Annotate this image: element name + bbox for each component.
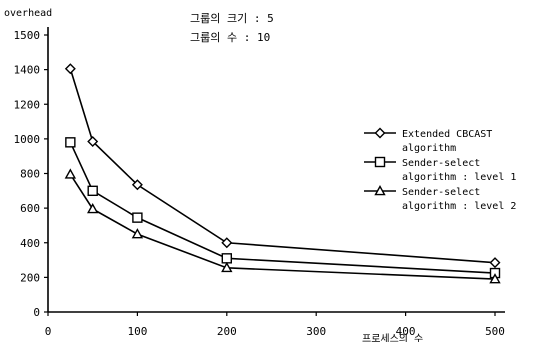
x-tick-label: 300 xyxy=(306,325,326,338)
x-tick-label: 0 xyxy=(45,325,52,338)
legend-label-1: algorithm xyxy=(402,143,456,154)
data-point-series-3 xyxy=(87,203,99,214)
x-tick-label: 200 xyxy=(217,325,237,338)
data-point-series-3 xyxy=(221,261,233,273)
y-tick-label: 1200 xyxy=(14,98,41,111)
y-tick-label: 0 xyxy=(33,306,40,319)
y-tick-label: 400 xyxy=(20,237,40,250)
annotation-group-size: 그룹의 크기 : 5 xyxy=(190,12,274,25)
y-tick-label: 200 xyxy=(20,271,40,284)
data-point-series-1 xyxy=(64,63,76,75)
y-axis-label: overhead xyxy=(4,8,52,19)
data-point-series-3 xyxy=(64,168,77,179)
data-point-series-1 xyxy=(489,257,501,269)
y-tick-label: 800 xyxy=(20,168,40,181)
legend-label-1: Extended CBCAST xyxy=(402,129,492,140)
data-point-series-3 xyxy=(131,228,144,239)
x-tick-label: 100 xyxy=(127,325,147,338)
legend-label-3: Sender-select xyxy=(402,187,480,198)
data-point-series-2 xyxy=(221,253,233,264)
series-markers xyxy=(64,63,501,284)
legend-label-2: algorithm : level 1 xyxy=(402,172,516,183)
legend: Extended CBCAST algorithm Sender-select alg… xyxy=(364,127,516,212)
y-tick-label: 1400 xyxy=(14,64,41,77)
axes xyxy=(44,27,505,316)
y-tick-label: 600 xyxy=(20,202,40,215)
data-point-series-1 xyxy=(131,179,143,191)
x-axis-label: 프로세스의 수 xyxy=(362,333,423,342)
annotation-group-count: 그룹의 수 : 10 xyxy=(190,31,270,44)
data-point-series-1 xyxy=(221,237,233,249)
legend-marker-3 xyxy=(374,185,386,196)
data-point-series-2 xyxy=(132,212,143,223)
legend-marker-2 xyxy=(374,156,386,168)
legend-label-3: algorithm : level 2 xyxy=(402,201,516,212)
data-point-series-3 xyxy=(489,273,501,284)
tick-labels: 0 200 400 600 800 1000 1200 1400 1500 0 100 200 300 4… xyxy=(14,29,505,338)
legend-marker-1 xyxy=(374,127,386,139)
x-tick-label: 500 xyxy=(485,325,505,338)
data-point-series-2 xyxy=(87,185,98,197)
x-tick-label: 400 xyxy=(396,325,416,338)
data-point-series-1 xyxy=(87,135,99,147)
legend-label-2: Sender-select xyxy=(402,158,480,169)
y-tick-label: 1000 xyxy=(14,133,41,146)
y-tick-label: 1500 xyxy=(14,29,41,42)
data-point-series-2 xyxy=(65,137,76,148)
